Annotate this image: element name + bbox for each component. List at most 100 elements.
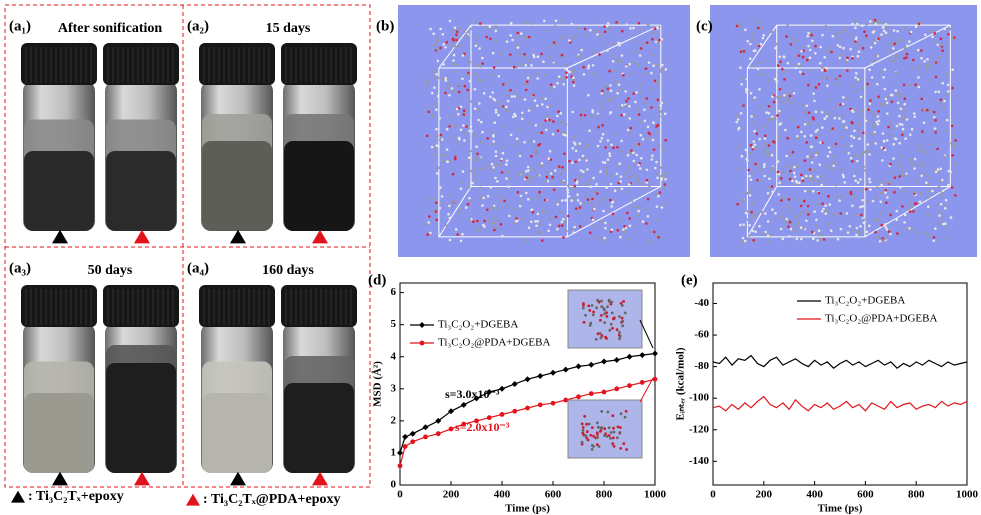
atom (553, 169, 557, 172)
atom (859, 225, 862, 228)
atom (615, 164, 618, 168)
inset-atom (621, 319, 625, 323)
y-tick-label: 4 (391, 350, 397, 362)
atom (735, 24, 739, 28)
atom (851, 110, 855, 113)
atom (472, 134, 476, 137)
atom (644, 208, 647, 211)
atom (657, 144, 661, 147)
marker (652, 376, 658, 382)
inset-atom (619, 301, 623, 305)
atom (851, 57, 854, 60)
inset-atom (609, 431, 613, 434)
atom (468, 199, 472, 203)
atom (756, 67, 760, 71)
atom (860, 24, 864, 28)
atom (648, 132, 652, 136)
atom (634, 174, 637, 177)
atom (742, 200, 746, 204)
atom (857, 128, 860, 132)
atom (570, 22, 573, 26)
atom (619, 180, 622, 183)
atom (841, 113, 845, 117)
atom (749, 190, 753, 194)
atom (855, 72, 858, 75)
atom (605, 24, 609, 28)
atom (758, 137, 761, 141)
atom (781, 237, 785, 241)
atom (924, 33, 927, 37)
y-tick-label: 5 (391, 318, 397, 330)
atom (544, 128, 548, 132)
atom (749, 92, 753, 95)
atom (922, 121, 926, 125)
atom (885, 228, 889, 231)
atom (949, 27, 952, 31)
atom (608, 154, 612, 158)
atom (466, 202, 470, 206)
atom (589, 185, 593, 189)
atom (816, 123, 820, 127)
atom (620, 60, 623, 63)
atom (879, 200, 883, 204)
atom (872, 114, 876, 117)
atom (950, 142, 953, 145)
atom (556, 203, 560, 206)
atom (748, 194, 752, 197)
atom (622, 113, 626, 116)
atom (462, 124, 465, 127)
y-tick-label: -40 (694, 297, 709, 309)
atom (771, 95, 774, 98)
atom (772, 100, 776, 104)
atom (881, 159, 884, 162)
atom (572, 84, 576, 87)
atom (805, 219, 808, 223)
atom (499, 105, 503, 108)
atom (748, 174, 751, 178)
atom (775, 42, 779, 46)
marker (460, 401, 467, 408)
atom (664, 68, 668, 71)
atom (821, 33, 824, 37)
atom (813, 21, 816, 25)
atom (743, 227, 746, 231)
atom (530, 64, 533, 67)
atom (823, 56, 826, 59)
atom (531, 107, 534, 110)
atom (801, 104, 805, 107)
atom (898, 165, 901, 168)
atom (479, 65, 482, 68)
atom (908, 207, 912, 210)
atom (850, 144, 853, 148)
cube-edge (567, 24, 662, 69)
atom (821, 126, 824, 129)
atom (515, 35, 518, 38)
atom (461, 170, 465, 173)
atom (853, 129, 856, 133)
atom (887, 230, 891, 233)
atom (934, 75, 938, 79)
atom (448, 44, 452, 47)
atom (491, 91, 495, 94)
atom (441, 77, 445, 81)
atom (613, 132, 617, 135)
atom (860, 110, 864, 113)
atom (645, 181, 649, 184)
atom (490, 73, 493, 76)
atom (871, 199, 875, 203)
atom (606, 22, 610, 25)
atom (894, 89, 898, 92)
atom (747, 238, 751, 241)
atom (636, 205, 640, 208)
atom (538, 190, 541, 194)
atom (824, 204, 827, 208)
atom (576, 193, 579, 197)
atom (605, 166, 608, 170)
atom (860, 153, 864, 156)
atom (434, 210, 438, 213)
atom (752, 49, 756, 53)
atom (779, 177, 783, 180)
atom (555, 200, 559, 203)
vial-cap (199, 285, 275, 327)
atom (897, 38, 900, 41)
